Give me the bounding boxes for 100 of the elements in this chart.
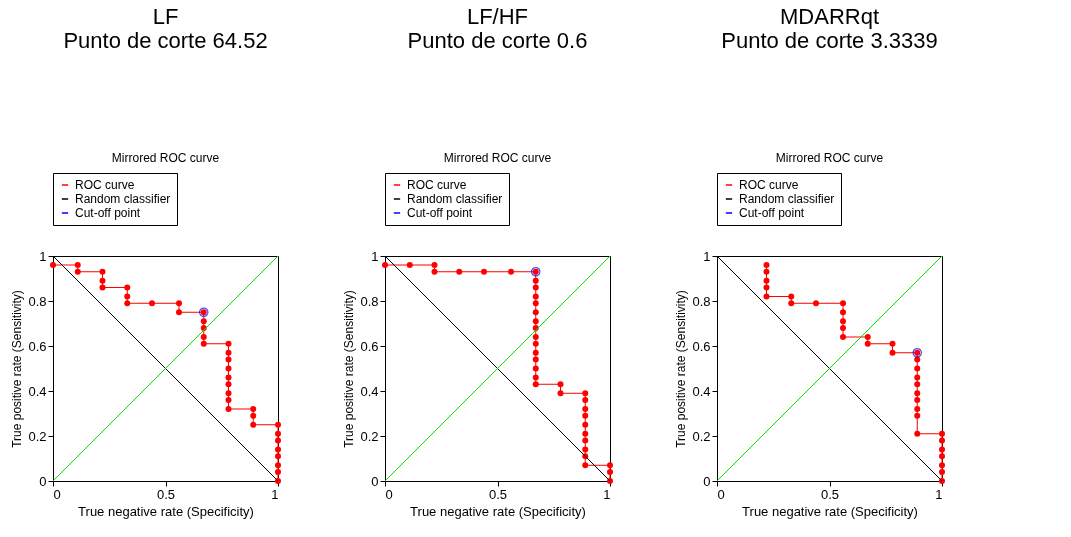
point: [124, 293, 131, 300]
x-tick-label: 0.5: [488, 486, 508, 502]
point: [275, 453, 281, 460]
y-tick-label: 1: [39, 248, 47, 264]
point: [607, 469, 613, 475]
point: [99, 268, 106, 275]
point: [582, 437, 589, 444]
y-tick-label: 0.6: [28, 338, 47, 354]
point: [582, 462, 589, 469]
point: [557, 381, 564, 388]
point: [275, 430, 281, 437]
point: [939, 453, 945, 460]
chart-title: MDARRqt Punto de corte 3.3339: [721, 3, 938, 53]
point: [557, 390, 564, 397]
point: [582, 430, 589, 437]
point: [813, 300, 819, 307]
point: [582, 412, 589, 419]
point: [250, 412, 257, 419]
chart-subtitle: Mirrored ROC curve: [443, 150, 552, 165]
point: [225, 356, 232, 363]
point: [864, 334, 871, 340]
legend-label: Random classifier: [739, 192, 835, 206]
point: [939, 430, 945, 437]
y-tick-label: 0.4: [692, 383, 711, 399]
y-tick-label: 1: [703, 248, 711, 264]
point: [275, 421, 281, 428]
point: [607, 462, 613, 469]
chart-subtitle: Mirrored ROC curve: [775, 150, 884, 165]
point: [532, 318, 539, 325]
point: [225, 340, 232, 347]
y-tick-label: 0: [39, 473, 47, 489]
point: [532, 277, 539, 284]
point: [50, 262, 56, 268]
point: [532, 300, 539, 307]
legend-label: ROC curve: [739, 178, 799, 192]
point: [864, 340, 871, 347]
point: [889, 340, 896, 347]
x-tick-label: 1: [271, 486, 279, 502]
point: [763, 262, 770, 268]
legend-label: Random classifier: [75, 192, 171, 206]
point: [532, 381, 539, 388]
x-tick-label: 1: [935, 486, 943, 502]
y-axis-title: True positive rate (Sensitivity): [10, 290, 25, 448]
point: [788, 293, 795, 300]
y-axis-title: True positive rate (Sensitivity): [342, 290, 357, 448]
point: [763, 284, 770, 291]
point: [532, 349, 539, 356]
y-tick-label: 0.8: [692, 293, 711, 309]
point: [582, 397, 589, 403]
x-tick-label: 0: [717, 486, 725, 502]
point: [914, 406, 921, 412]
point: [225, 397, 232, 403]
point: [532, 374, 539, 381]
x-tick-label: 0.5: [820, 486, 840, 502]
point: [225, 365, 232, 372]
point: [840, 300, 846, 307]
y-tick-label: 0: [371, 473, 379, 489]
point: [582, 421, 589, 428]
point: [939, 437, 945, 444]
point: [382, 262, 388, 268]
point: [914, 397, 921, 403]
point: [250, 421, 257, 428]
point: [74, 262, 81, 268]
legend-label: Cut-off point: [75, 206, 141, 220]
point: [149, 300, 155, 307]
point: [176, 309, 182, 316]
point: [124, 300, 131, 307]
point: [532, 334, 539, 340]
point: [200, 318, 207, 325]
y-tick-label: 0.8: [28, 293, 47, 309]
point: [275, 462, 281, 469]
y-tick-label: 0.2: [360, 428, 379, 444]
y-tick-label: 0.4: [360, 383, 379, 399]
x-tick-label: 1: [603, 486, 611, 502]
chart-title: LF/HF Punto de corte 0.6: [407, 3, 588, 53]
point: [914, 430, 921, 437]
point: [250, 406, 257, 412]
legend-label: Cut-off point: [739, 206, 805, 220]
point: [99, 277, 106, 284]
point: [840, 318, 846, 325]
point: [939, 469, 945, 475]
x-axis-title: True negative rate (Specificity): [78, 503, 254, 519]
point: [99, 284, 106, 291]
point: [431, 262, 438, 268]
point: [914, 381, 921, 388]
point: [406, 262, 413, 268]
y-tick-label: 0: [703, 473, 711, 489]
point: [914, 365, 921, 372]
y-tick-label: 0.6: [692, 338, 711, 354]
point: [200, 340, 207, 347]
point: [840, 334, 846, 340]
point: [532, 340, 539, 347]
y-tick-label: 0.2: [692, 428, 711, 444]
point: [225, 406, 232, 412]
point: [508, 268, 514, 275]
point: [225, 381, 232, 388]
chart-subtitle: Mirrored ROC curve: [111, 150, 220, 165]
point: [275, 446, 281, 453]
chart-title: LF Punto de corte 64.52: [63, 3, 268, 53]
point: [763, 268, 770, 275]
